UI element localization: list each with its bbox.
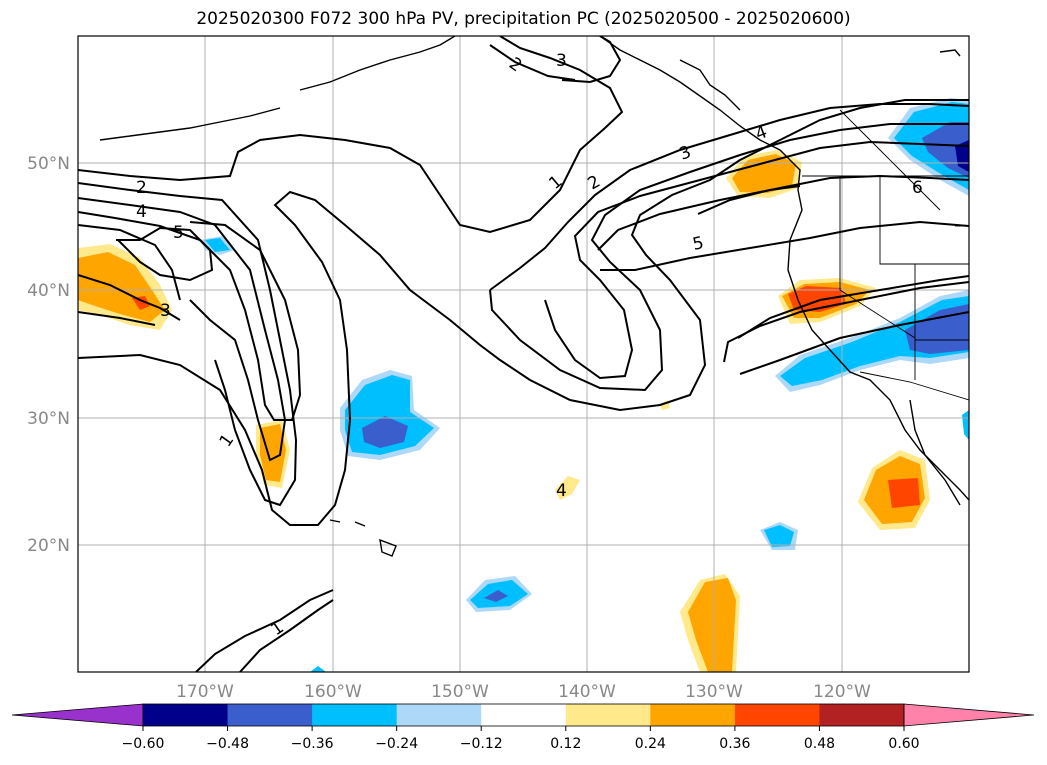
pv-contour-line <box>697 185 801 215</box>
colorbar-tick-label: −0.48 <box>206 736 249 752</box>
pv-contour-line <box>561 36 622 84</box>
precip-negative-area <box>905 304 969 354</box>
contour-label: 6 <box>912 178 923 198</box>
lat-label-50n: 50°N <box>27 154 70 174</box>
precip-negative-area <box>310 666 326 672</box>
contour-label: 4 <box>136 202 147 222</box>
pv-contour-line <box>195 589 334 672</box>
pv-contour-line <box>489 44 576 81</box>
pv-contour-line <box>737 275 969 339</box>
pv-contour-line <box>78 311 156 326</box>
coastlines <box>99 36 969 557</box>
precip-positive-area <box>132 296 150 310</box>
lon-label-140w: 140°W <box>558 682 616 702</box>
precip-positive-area <box>888 478 920 508</box>
pv-contour-line <box>78 36 624 234</box>
precip-positive-area <box>555 476 580 500</box>
lon-label-130w: 130°W <box>685 682 743 702</box>
lon-label-170w: 170°W <box>176 682 234 702</box>
figure-title: 2025020300 F072 300 hPa PV, precipitatio… <box>196 9 851 29</box>
colorbar-extend-high <box>903 703 1035 727</box>
pv-contour-line <box>78 274 181 321</box>
colorbar-tick-label: 0.12 <box>550 736 581 752</box>
pv-contour-line <box>489 123 969 392</box>
pv-contour-line <box>600 220 969 271</box>
colorbar-tick-label: −0.36 <box>291 736 334 752</box>
pv-contour-line <box>78 211 302 421</box>
pv-contour-line <box>544 140 969 380</box>
graticule <box>78 36 969 672</box>
colorbar-swatch <box>650 704 736 726</box>
colorbar-frame <box>142 703 905 727</box>
longitude-labels: 170°W 160°W 150°W 140°W 130°W 120°W <box>176 682 871 702</box>
precip-positive-area <box>688 578 736 672</box>
precip-negative-area <box>955 140 969 172</box>
precip-negative-area <box>205 238 230 252</box>
precip-negative-area <box>484 590 508 602</box>
lat-label-40n: 40°N <box>27 281 70 301</box>
pv-contour-line <box>239 599 334 672</box>
pv-contour-line <box>489 103 969 291</box>
contour-label: 5 <box>173 223 184 243</box>
colorbar-extend-low <box>11 703 144 727</box>
colorbar-tick-label: −0.24 <box>375 736 418 752</box>
colorbar-swatch <box>819 704 905 726</box>
contour-label: 4 <box>556 481 567 501</box>
pv-contours <box>78 36 969 672</box>
colorbar-swatch <box>143 704 229 726</box>
colorbar-swatch <box>565 704 651 726</box>
colorbar-tick-label: −0.12 <box>460 736 503 752</box>
colorbar-tick-label: 0.24 <box>635 736 666 752</box>
map-frame <box>77 35 970 673</box>
precip-negative-area <box>922 122 969 178</box>
contour-label: 5 <box>691 233 706 255</box>
pv-contour-line <box>78 99 969 526</box>
pv-contour-line <box>739 311 969 375</box>
colorbar-tick-label: 0.48 <box>804 736 835 752</box>
precip-negative-area <box>764 525 794 547</box>
lon-label-120w: 120°W <box>813 682 871 702</box>
colorbar-swatch <box>734 704 820 726</box>
colorbar-tick-label: 0.36 <box>719 736 750 752</box>
contour-label: 2 <box>136 178 147 198</box>
colorbar-swatch <box>396 704 482 726</box>
colorbar-swatch <box>312 704 398 726</box>
colorbar-tick-label: 0.60 <box>888 736 919 752</box>
contour-label: 3 <box>160 301 171 321</box>
colorbar-tick-label: −0.60 <box>122 736 165 752</box>
pv-contour-line <box>723 281 969 363</box>
precip-negative-area <box>780 296 969 386</box>
latitude-labels: 50°N 40°N 30°N 20°N <box>27 154 70 556</box>
pv-contour-line <box>116 226 214 282</box>
lon-label-160w: 160°W <box>304 682 362 702</box>
lon-label-150w: 150°W <box>431 682 489 702</box>
lat-label-20n: 20°N <box>27 536 70 556</box>
pv-contour-line <box>78 224 181 301</box>
precip-negative-area <box>362 416 408 448</box>
precip-positive-area <box>732 154 796 193</box>
colorbar-swatch <box>227 704 313 726</box>
lat-label-30n: 30°N <box>27 409 70 429</box>
contour-label: 3 <box>556 51 567 71</box>
precip-positive-area <box>260 424 286 482</box>
colorbar-swatch <box>481 704 567 726</box>
colorbar: −0.60 −0.48 −0.36 −0.24 −0.12 0.12 0.24 0.36 0.4… <box>11 703 1035 752</box>
